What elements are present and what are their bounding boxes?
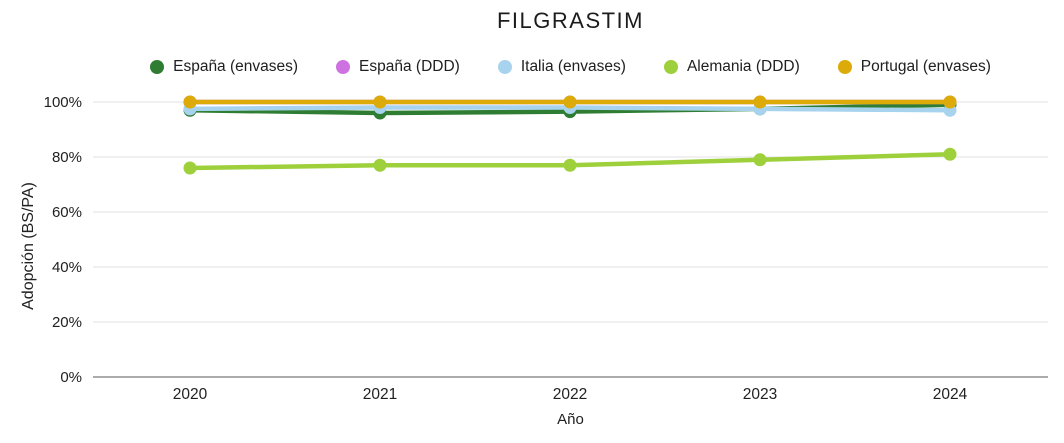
data-point	[943, 147, 957, 161]
legend-swatch-icon	[336, 60, 351, 74]
y-tick-label: 60%	[52, 204, 82, 221]
legend-item-espana-envases[interactable]: España (envases)	[150, 58, 298, 76]
y-tick-label: 0%	[60, 369, 82, 386]
y-axis-title: Adopción (BS/PA)	[20, 182, 37, 310]
x-tick-label: 2024	[933, 386, 968, 403]
legend-swatch-icon	[150, 60, 165, 74]
legend-label: Italia (envases)	[520, 58, 626, 75]
legend-item-espana-ddd[interactable]: España (DDD)	[336, 58, 460, 76]
y-tick-label: 80%	[52, 149, 82, 166]
legend-item-alemania-ddd[interactable]: Alemania (DDD)	[663, 58, 800, 76]
legend-label: Portugal (envases)	[860, 58, 991, 75]
data-point	[563, 158, 577, 172]
legend-swatch-icon	[497, 60, 512, 74]
legend-item-portugal-envases[interactable]: Portugal (envases)	[837, 58, 991, 76]
x-tick-label: 2022	[553, 386, 587, 403]
legend-label: España (envases)	[173, 58, 299, 75]
y-tick-label: 100%	[44, 94, 82, 111]
legend-item-italia-envases[interactable]: Italia (envases)	[497, 58, 626, 76]
data-point	[943, 95, 957, 109]
data-point	[753, 95, 767, 109]
legend-swatch-icon	[663, 60, 678, 74]
y-tick-label: 40%	[52, 259, 82, 276]
data-point	[183, 161, 197, 175]
data-point	[183, 95, 197, 109]
x-tick-label: 2023	[743, 386, 777, 403]
legend-label: España (DDD)	[359, 58, 460, 75]
x-axis-title: Año	[557, 411, 584, 428]
x-tick-label: 2021	[363, 386, 397, 403]
legend-label: Alemania (DDD)	[686, 58, 800, 75]
y-tick-label: 20%	[52, 314, 82, 331]
legend: España (envases) España (DDD) Italia (enva…	[93, 58, 1048, 76]
data-point	[373, 158, 387, 172]
chart-title: FILGRASTIM	[496, 8, 644, 33]
data-point	[563, 95, 577, 109]
legend-swatch-icon	[837, 60, 852, 74]
data-point	[753, 153, 767, 167]
data-point	[373, 95, 387, 109]
x-tick-label: 2020	[173, 386, 208, 403]
